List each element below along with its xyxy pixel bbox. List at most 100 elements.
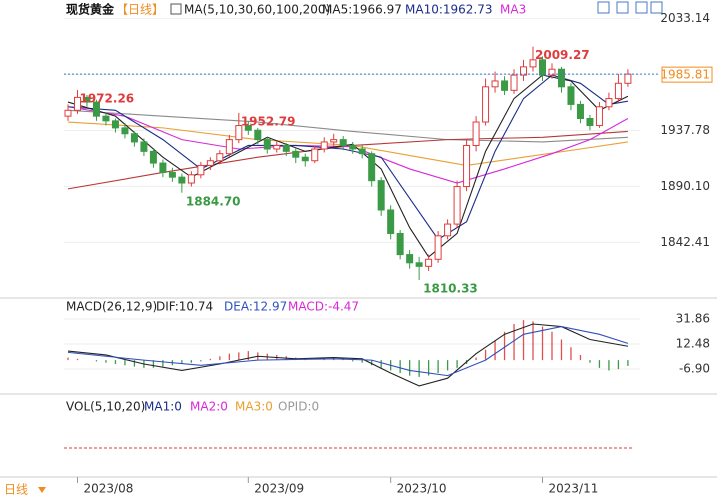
candle-body	[320, 141, 328, 150]
period-tab[interactable]: 日线	[4, 483, 28, 497]
candle-body	[330, 139, 338, 143]
candle-body	[206, 160, 214, 166]
x-tick-label: 2023/09	[254, 482, 304, 496]
line-series	[67, 323, 629, 387]
extreme-label: 2009.27	[535, 48, 590, 62]
x-tick-label: 2023/08	[83, 482, 133, 496]
candle-body	[368, 153, 376, 182]
candle-body	[130, 133, 138, 143]
candle-body	[339, 139, 347, 146]
line-series	[67, 109, 628, 143]
candle-body	[396, 232, 404, 256]
y-tick-label: 12.48	[676, 337, 710, 351]
candle-body	[197, 164, 205, 176]
y-tick-label: 1842.41	[660, 235, 710, 249]
candle-body	[111, 120, 119, 129]
line-series	[67, 74, 629, 258]
y-tick-label: 2033.14	[660, 11, 710, 25]
candle-body	[311, 148, 319, 162]
candle-body	[73, 96, 81, 111]
candle-body	[463, 144, 471, 188]
candle-body	[472, 121, 480, 146]
candle-body	[614, 82, 622, 100]
candle-body	[273, 144, 281, 150]
candle-body	[64, 109, 72, 117]
candle-body	[605, 98, 613, 108]
vol-ma-label: MA3:0	[235, 400, 273, 414]
ma3-label: MA3	[500, 3, 526, 17]
last-price-label: 1985.81	[660, 68, 710, 82]
candle-body	[576, 103, 584, 119]
candle-body	[358, 148, 366, 155]
candle-body	[263, 139, 271, 150]
y-tick-label: -6.90	[679, 362, 710, 376]
dea-label: DEA:12.97	[224, 300, 287, 314]
candle-body	[377, 180, 385, 211]
candle-body	[539, 59, 546, 76]
line-series	[67, 326, 629, 377]
candle-body	[557, 68, 565, 88]
candle-body	[121, 127, 129, 135]
candle-body	[444, 223, 452, 237]
candle-body	[548, 68, 556, 76]
ma-label: MA(5,10,30,60,100,200)	[184, 3, 330, 17]
macd-label: MACD:-4.47	[288, 300, 359, 314]
candle-body	[453, 186, 461, 225]
candle-body	[415, 262, 423, 267]
candle-body	[292, 150, 300, 158]
y-tick-label: 1937.78	[660, 123, 710, 137]
candle-body	[425, 258, 433, 267]
candle-body	[624, 73, 632, 84]
vol-ma-label: OPID:0	[278, 400, 319, 414]
ma10-label: MA10:1962.73	[405, 3, 493, 17]
candle-body	[529, 59, 537, 68]
candle-body	[482, 86, 490, 123]
candle-body	[149, 150, 157, 164]
y-tick-label: 1890.10	[660, 179, 710, 193]
ma-checkbox[interactable]	[170, 3, 182, 15]
tool-icon[interactable]	[635, 1, 648, 14]
instrument-title: 现货黄金	[66, 2, 115, 17]
candle-body	[595, 106, 603, 127]
candle-body	[387, 209, 395, 234]
candle-body	[83, 96, 91, 103]
candle-body	[187, 174, 195, 184]
macd-title: MACD(26,12,9)	[66, 300, 157, 314]
candle-body	[159, 162, 167, 173]
candle-body	[586, 117, 594, 127]
x-tick-label: 2023/11	[549, 482, 599, 496]
extreme-label: 1884.70	[186, 194, 241, 208]
candle-body	[235, 125, 243, 141]
last-price-box	[661, 66, 713, 83]
extreme-label: 1972.26	[79, 92, 134, 106]
candle-body	[434, 235, 442, 260]
candle-body	[406, 254, 414, 264]
candle-body	[244, 125, 252, 131]
extreme-label: 1810.33	[423, 282, 478, 296]
x-tick-label: 2023/10	[397, 482, 447, 496]
candle-body	[510, 74, 518, 91]
candle-body	[140, 141, 148, 152]
vol-title: VOL(5,10,20)	[66, 400, 145, 414]
candle-body	[301, 156, 309, 162]
period-label: 【日线】	[116, 3, 164, 17]
toolbar	[597, 1, 663, 14]
candle-body	[168, 171, 176, 178]
tab-arrow[interactable]	[38, 487, 46, 493]
candle-body	[567, 86, 575, 105]
line-series	[67, 121, 628, 166]
candle-body	[102, 115, 110, 122]
candle-body	[349, 144, 357, 150]
tool-icon[interactable]	[616, 1, 629, 14]
extreme-label: 1952.79	[241, 114, 296, 128]
ma5-label: MA5:1966.97	[322, 3, 402, 17]
candle-body	[491, 80, 499, 88]
tool-icon[interactable]	[650, 1, 663, 14]
candle-body	[178, 176, 186, 184]
tool-icon[interactable]	[597, 1, 610, 14]
candle-body	[282, 144, 290, 152]
candle-body	[520, 66, 528, 76]
candle-body	[254, 129, 262, 141]
candle-body	[225, 139, 233, 155]
